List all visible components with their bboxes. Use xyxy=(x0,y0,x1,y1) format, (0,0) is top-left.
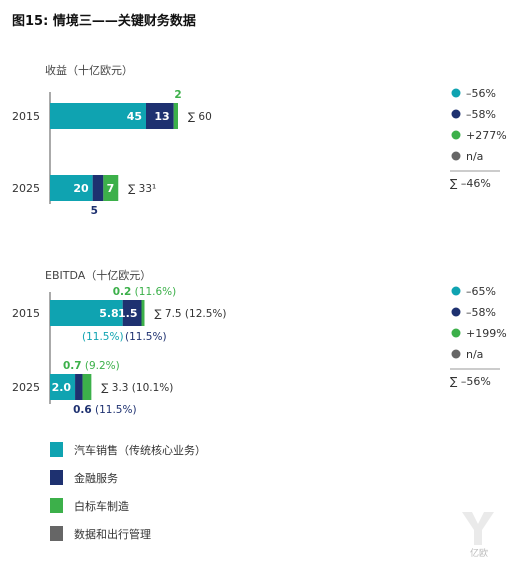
change-dot xyxy=(451,349,461,359)
change-label: +277% xyxy=(466,129,507,142)
total-label: ∑ 60 xyxy=(188,111,212,123)
panel-title: EBITDA（十亿欧元） xyxy=(45,268,151,282)
bar-segment xyxy=(122,300,142,326)
chart-title: 图15: 情境三——关键财务数据 xyxy=(12,13,196,29)
legend-swatch xyxy=(50,470,63,485)
bar-segment xyxy=(50,175,93,201)
segment-label: 2.0 xyxy=(52,381,72,394)
legend-swatch xyxy=(50,526,63,541)
segment-label: 7 xyxy=(107,182,115,195)
bar-segment xyxy=(141,300,145,326)
segment-label: 2 xyxy=(174,89,181,101)
change-label: +199% xyxy=(466,327,507,340)
total-label: ∑ 3.3 (10.1%) xyxy=(101,382,173,394)
segment-label: 0.7 (9.2%) xyxy=(63,360,120,372)
margin-label: (11.5%) xyxy=(82,331,124,343)
bar-segment xyxy=(50,300,123,326)
margin-label: (11.5%) xyxy=(125,331,167,343)
segment-label: 0.2 (11.6%) xyxy=(113,286,177,298)
panel-title: 收益（十亿欧元） xyxy=(45,63,133,77)
change-dot xyxy=(451,307,461,317)
year-label: 2015 xyxy=(12,110,40,123)
change-label: n/a xyxy=(466,348,483,361)
change-dot xyxy=(451,88,461,98)
change-label: n/a xyxy=(466,150,483,163)
legend-label: 白标车制造 xyxy=(74,499,129,513)
bar-segment xyxy=(146,103,174,129)
change-dot xyxy=(451,109,461,119)
bar-segment xyxy=(82,374,92,400)
segment-label: 5.8 xyxy=(99,307,119,320)
total-label: ∑ 33¹ xyxy=(128,183,156,195)
change-dot xyxy=(451,130,461,140)
change-dot xyxy=(451,328,461,338)
segment-label: 20 xyxy=(73,182,89,195)
change-dot xyxy=(451,286,461,296)
bar-segment xyxy=(173,103,178,129)
change-dot xyxy=(451,151,461,161)
bar-segment xyxy=(50,103,146,129)
segment-label: 0.6 (11.5%) xyxy=(73,404,137,416)
legend-label: 金融服务 xyxy=(74,471,118,485)
bar-segment xyxy=(75,374,83,400)
total-change-label: ∑ –46% xyxy=(450,177,491,190)
bar-segment xyxy=(92,175,104,201)
year-label: 2025 xyxy=(12,182,40,195)
change-list: –65% –58% +199% n/a ∑ –56% xyxy=(450,285,507,388)
total-change-label: ∑ –56% xyxy=(450,375,491,388)
legend-label: 数据和出行管理 xyxy=(74,527,151,541)
total-label: ∑ 7.5 (12.5%) xyxy=(154,308,226,320)
change-label: –58% xyxy=(466,306,496,319)
year-label: 2025 xyxy=(12,381,40,394)
segment-label: 5 xyxy=(91,205,98,217)
legend-swatch xyxy=(50,498,63,513)
segment-label: 13 xyxy=(154,110,169,123)
legend-swatch xyxy=(50,442,63,457)
change-label: –58% xyxy=(466,108,496,121)
watermark-logo xyxy=(462,512,494,545)
legend-label: 汽车销售（传统核心业务） xyxy=(74,443,206,457)
bar-segment xyxy=(50,374,76,400)
change-label: –56% xyxy=(466,87,496,100)
panel-ebitda: EBITDA（十亿欧元） 2015 5.8 1.5 0.2 (11.6%) (11.5%)… xyxy=(12,268,507,416)
segment-label: 1.5 xyxy=(118,307,138,320)
watermark-text: 亿欧 xyxy=(470,547,488,559)
year-label: 2015 xyxy=(12,307,40,320)
bar-segment xyxy=(103,175,119,201)
segment-label: 45 xyxy=(127,110,142,123)
change-list: –56% –58% +277% n/a ∑ –46% xyxy=(450,87,507,190)
change-label: –65% xyxy=(466,285,496,298)
